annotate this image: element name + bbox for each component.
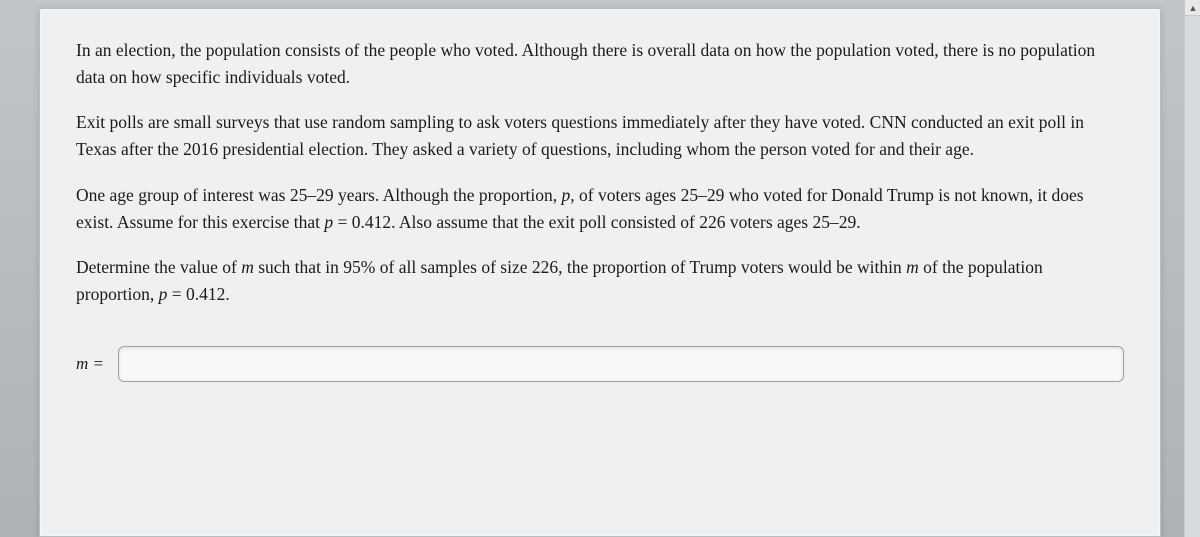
var-m: m <box>906 257 919 277</box>
text-span: One age group of interest was 25–29 year… <box>76 185 562 205</box>
text-span: Determine the value of <box>76 257 241 277</box>
var-p: p <box>324 212 333 232</box>
paragraph-1: In an election, the population consists … <box>76 37 1124 91</box>
text-span: = 0.412. Also assume that the exit poll … <box>333 212 861 232</box>
viewport: In an election, the population consists … <box>0 0 1200 537</box>
paragraph-3: One age group of interest was 25–29 year… <box>76 182 1124 236</box>
scroll-up-arrow-icon[interactable]: ▲ <box>1185 0 1200 16</box>
text-span: = 0.412. <box>167 284 229 304</box>
question-card: In an election, the population consists … <box>39 8 1161 537</box>
text-span: such that in 95% of all samples of size … <box>254 257 906 277</box>
var-m: m <box>241 257 254 277</box>
answer-label: m = <box>76 351 104 377</box>
answer-row: m = <box>76 346 1124 382</box>
var-p: p <box>562 185 571 205</box>
paragraph-4: Determine the value of m such that in 95… <box>76 254 1124 308</box>
vertical-scrollbar[interactable]: ▲ <box>1184 0 1200 537</box>
paragraph-2: Exit polls are small surveys that use ra… <box>76 109 1124 163</box>
answer-input[interactable] <box>118 346 1124 382</box>
